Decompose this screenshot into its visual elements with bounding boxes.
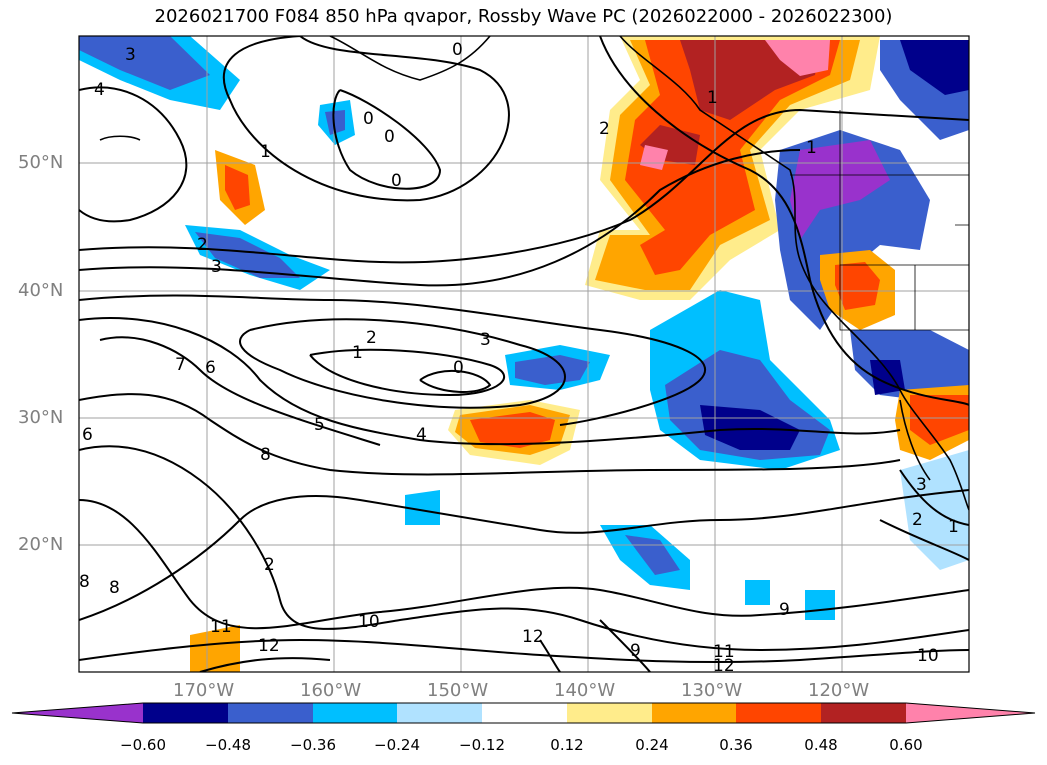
colorbar-segment [821,703,906,723]
colorbar-segment [567,703,652,723]
colorbar-segment [228,703,313,723]
lon-label: 120°W [808,680,870,701]
colorbar-tick-label: −0.12 [459,736,505,754]
plot-title: 2026021700 F084 850 hPa qvapor, Rossby W… [154,6,893,27]
colorbar-tick-label: −0.60 [120,736,166,754]
contour-label: 6 [205,358,216,378]
contour-label: 3 [125,45,136,65]
graticule [79,36,969,672]
contour-label: 9 [779,600,790,620]
contour-label: 1 [352,343,363,363]
colorbar-tick-label: −0.48 [205,736,251,754]
lon-label: 160°W [300,680,362,701]
contour-label: 1 [260,142,271,162]
colorbar-tick-label: −0.36 [290,736,336,754]
coastlines [99,36,969,511]
contour-label: 12 [713,656,735,676]
contour-label: 1 [707,88,718,108]
contour-label: 12 [522,627,544,647]
lat-label: 40°N [18,280,64,301]
colorbar-tick-label: 0.48 [804,736,838,754]
contour-label: 4 [416,425,427,445]
colorbar-segment [397,703,482,723]
colorbar [11,702,1036,724]
colorbar-tick-label: 0.60 [889,736,923,754]
contour-label: 3 [211,257,222,277]
borders [790,110,969,331]
colorbar-extend-low [12,703,143,723]
anomaly-shading [79,36,969,672]
contour-label: 11 [713,642,735,662]
contour-label: 8 [109,578,120,598]
contour-label: 10 [917,646,939,666]
contour-label: 8 [79,572,90,592]
contour-label: 2 [264,555,275,575]
lon-label: 170°W [173,680,235,701]
contour-label: 2 [366,328,377,348]
contour-label: 0 [391,171,402,191]
contour-label: 11 [210,617,232,637]
colorbar-segment [482,703,567,723]
contour-label: 8 [260,445,271,465]
colorbar-tick-label: 0.12 [550,736,584,754]
lat-label: 50°N [18,152,64,173]
contour-label: 0 [452,40,463,60]
colorbar-tick-label: 0.36 [719,736,753,754]
contour-label: 2 [912,510,923,530]
contour-label: 0 [453,358,464,378]
contour-label: 9 [630,641,641,661]
contour-labels: 3 4 0 0 0 0 1 2 3 2 1 2 3 0 7 6 5 4 8 6 … [79,40,959,676]
lon-label: 130°W [681,680,743,701]
colorbar-tick-label: 0.24 [635,736,669,754]
contour-label: 6 [82,425,93,445]
contour-label: 5 [314,415,325,435]
contour-label: 1 [806,138,817,158]
colorbar-tick-label: −0.24 [374,736,420,754]
contour-label: 12 [258,636,280,656]
contour-lines [79,36,969,672]
lon-label: 150°W [427,680,489,701]
colorbar-segment [313,703,397,723]
lon-label: 140°W [554,680,616,701]
contour-label: 0 [363,109,374,129]
contour-label: 7 [175,355,186,375]
contour-label: 3 [480,330,491,350]
contour-label: 0 [384,127,395,147]
colorbar-extend-high [906,703,1035,723]
colorbar-segment [736,703,821,723]
contour-label: 2 [197,235,208,255]
colorbar-segment [143,703,228,723]
colorbar-segment [652,703,736,723]
lat-label: 20°N [18,534,64,555]
contour-label: 4 [94,80,105,100]
contour-label: 1 [948,517,959,537]
contour-label: 3 [916,475,927,495]
contour-label: 10 [358,612,380,632]
contour-label: 2 [599,119,610,139]
lat-label: 30°N [18,407,64,428]
